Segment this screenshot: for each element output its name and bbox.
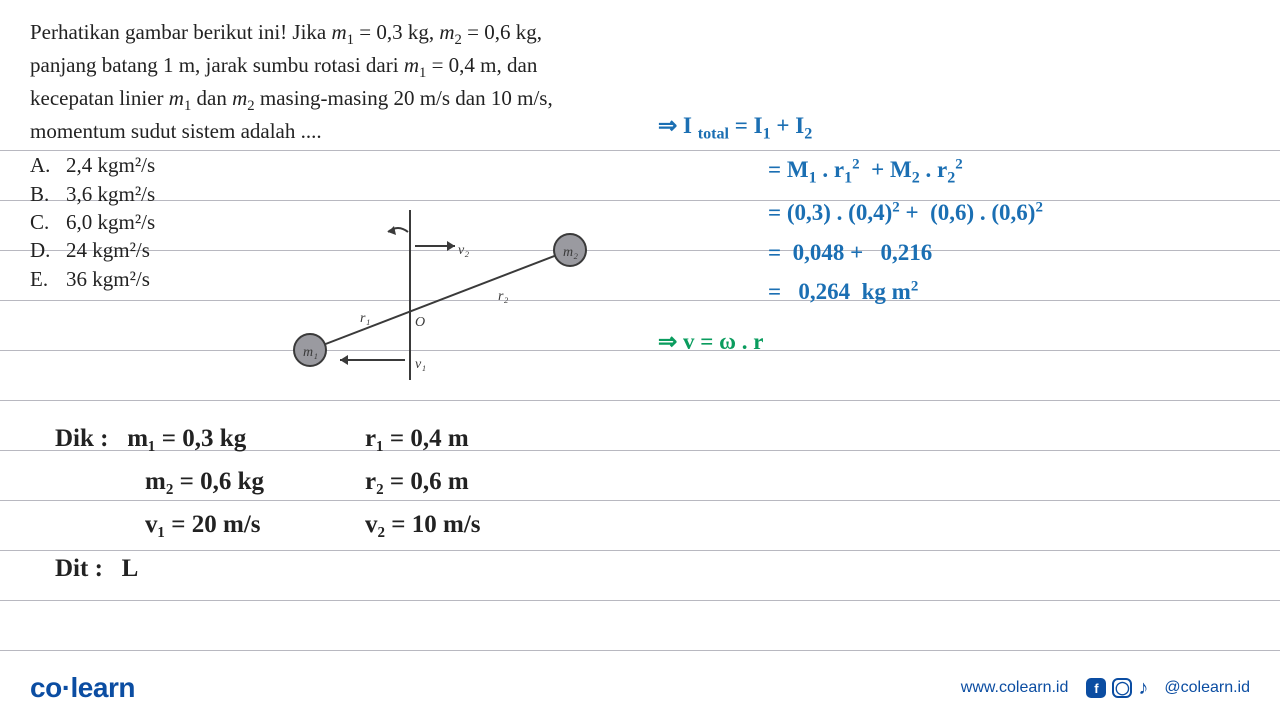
dit-label: Dit : xyxy=(55,550,103,589)
facebook-icon: f xyxy=(1086,678,1106,698)
svg-text:r₁: r₁ xyxy=(360,311,370,326)
eq-line: = 0,048 + 0,216 xyxy=(658,235,1043,271)
dik-label: Dik : xyxy=(55,425,108,452)
social-handle: @colearn.id xyxy=(1164,679,1250,697)
eq-line: = (0,3) . (0,4)2 + (0,6) . (0,6)2 xyxy=(658,195,1043,231)
svg-text:m₂: m₂ xyxy=(563,245,578,260)
footer: co·learn www.colearn.id f ◯ ♪ @colearn.i… xyxy=(30,672,1250,704)
tiktok-icon: ♪ xyxy=(1138,677,1158,700)
instagram-icon: ◯ xyxy=(1112,678,1132,698)
given-val: m₂ = 0,6 kg xyxy=(145,463,365,502)
given-val: r₁ = 0,4 m xyxy=(365,420,605,459)
eq-line-green: ⇒ v = ω . r xyxy=(658,324,1043,360)
dit-value: L xyxy=(122,550,139,589)
given-val: m₁ = 0,3 kg xyxy=(127,425,246,452)
work-bottom: Dik : m₁ = 0,3 kg r₁ = 0,4 m m₂ = 0,6 kg… xyxy=(55,420,605,593)
svg-text:O: O xyxy=(415,315,425,330)
option-row: A.2,4 kgm²/s xyxy=(30,151,590,179)
given-val: v₂ = 10 m/s xyxy=(365,506,605,545)
social-icons: f ◯ ♪ @colearn.id xyxy=(1086,677,1250,700)
eq-line: = M1 . r12 + M2 . r22 xyxy=(658,152,1043,192)
footer-url: www.colearn.id xyxy=(961,679,1069,697)
given-val: r₂ = 0,6 m xyxy=(365,463,605,502)
problem-text: Perhatikan gambar berikut ini! Jika m1 =… xyxy=(30,18,590,145)
svg-text:v₁: v₁ xyxy=(415,357,426,372)
work-right: ⇒ I total = I1 + I2 = M1 . r12 + M2 . r2… xyxy=(658,108,1043,364)
logo-co: co xyxy=(30,672,62,703)
eq-line: = 0,264 kg m2 xyxy=(658,274,1043,310)
eq-line: ⇒ I total = I1 + I2 xyxy=(658,108,1043,148)
svg-text:m₁: m₁ xyxy=(303,345,318,360)
svg-text:v₂: v₂ xyxy=(458,243,469,258)
given-val: v₁ = 20 m/s xyxy=(145,506,365,545)
physics-diagram: m₁ m₂ v₂ v₁ r₁ r₂ O xyxy=(280,210,600,390)
logo-learn: learn xyxy=(71,672,135,703)
svg-text:r₂: r₂ xyxy=(498,289,508,304)
option-row: B.3,6 kgm²/s xyxy=(30,180,590,208)
logo: co·learn xyxy=(30,672,135,704)
